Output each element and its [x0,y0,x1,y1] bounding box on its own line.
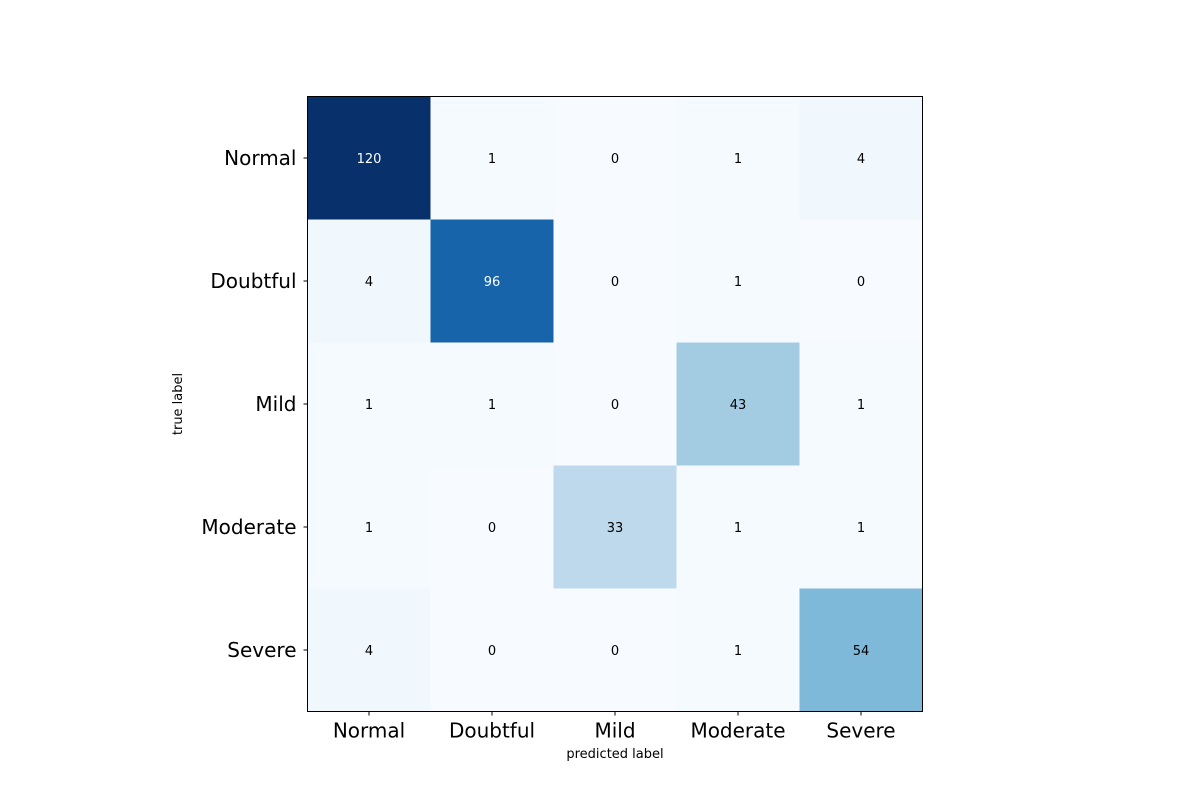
y-axis-title: true label [171,373,186,435]
cell-value-label: 1 [734,521,742,536]
heatmap-cell [307,588,431,712]
cell-value-label: 1 [488,152,496,167]
cell-value-label: 4 [365,644,373,659]
heatmap-cell [553,342,677,466]
x-axis-title: predicted label [566,747,663,762]
cell-value-label: 1 [365,521,373,536]
cell-value-label: 1 [734,152,742,167]
cell-value-label: 4 [857,152,865,167]
x-axis-ticks: Normal Doubtful Mild Moderate Severe [333,711,896,743]
cell-value-label: 54 [853,644,870,659]
cell-value-label: 0 [611,152,619,167]
heatmap-cell [307,465,431,589]
heatmap-cell [799,96,923,220]
cell-value-label: 43 [730,398,747,413]
cell-value-label: 0 [611,275,619,290]
y-tick-label: Moderate [201,515,296,539]
heatmap-cell [430,219,554,343]
heatmap-cell [430,465,554,589]
heatmap-cell [553,219,677,343]
heatmap-cell [430,588,554,712]
heatmap-cell [307,96,431,220]
x-tick-label: Normal [333,719,405,743]
cell-value-label: 0 [611,398,619,413]
y-axis-ticks: Normal Doubtful Mild Moderate Severe [201,146,308,662]
cell-value-label: 96 [484,275,501,290]
cell-value-label: 33 [607,521,624,536]
heatmap-cell [676,465,800,589]
y-tick-label: Severe [227,638,296,662]
cell-value-label: 0 [488,521,496,536]
heatmap-cell [676,342,800,466]
cell-value-label: 1 [734,275,742,290]
heatmap-cell [799,342,923,466]
heatmap-cell [307,342,431,466]
x-tick-label: Moderate [690,719,785,743]
cell-value-label: 1 [734,644,742,659]
cell-value-label: 4 [365,275,373,290]
cell-value-label: 120 [357,152,382,167]
y-tick-label: Doubtful [210,269,296,293]
heatmap-cell-labels: 120 1 0 1 4 4 96 0 1 0 1 1 0 43 1 1 0 33 1 1 4 0 0 1 54 [357,152,870,659]
heatmap-cell [799,465,923,589]
heatmap-cell [553,96,677,220]
heatmap-cell [553,588,677,712]
heatmap-cell [676,588,800,712]
heatmap-cell [553,465,677,589]
heatmap-cell [676,219,800,343]
cell-value-label: 1 [857,398,865,413]
cell-value-label: 1 [488,398,496,413]
heatmap-cell [676,96,800,220]
heatmap-cell [799,588,923,712]
cell-value-label: 0 [857,275,865,290]
y-tick-label: Mild [255,392,296,416]
cell-value-label: 0 [488,644,496,659]
x-tick-label: Doubtful [449,719,535,743]
cell-value-label: 1 [365,398,373,413]
x-tick-label: Mild [594,719,635,743]
y-tick-label: Normal [224,146,296,170]
x-tick-label: Severe [826,719,895,743]
heatmap-cell [430,342,554,466]
cell-value-label: 1 [857,521,865,536]
heatmap-cell [430,96,554,220]
heatmap-cell [799,219,923,343]
heatmap-cell [307,219,431,343]
heatmap-cells [307,96,923,712]
cell-value-label: 0 [611,644,619,659]
